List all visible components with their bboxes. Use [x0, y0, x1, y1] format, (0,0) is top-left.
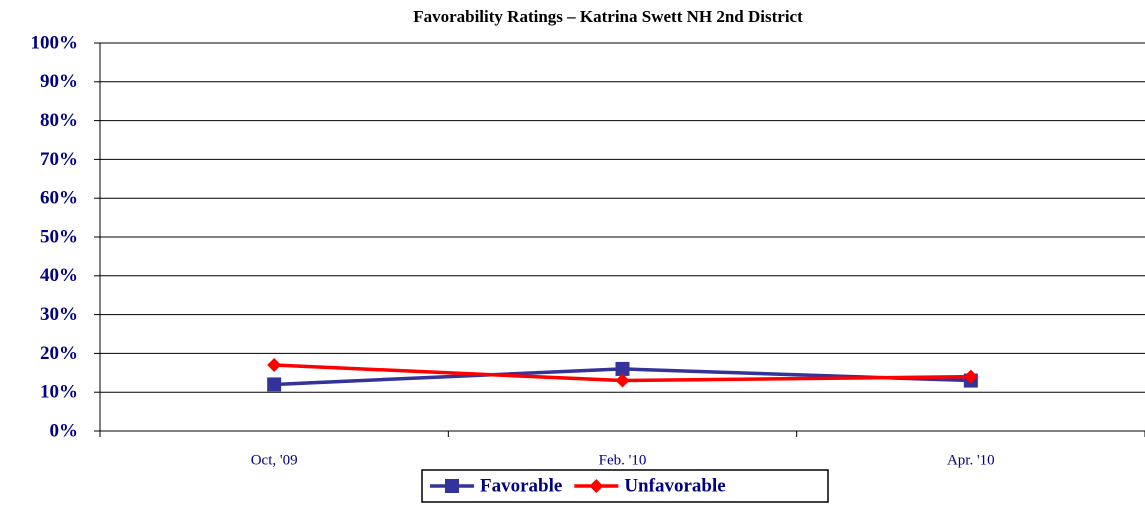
point: [963, 369, 978, 384]
y-tick-label: 30%: [40, 304, 78, 325]
y-tick-label: 20%: [40, 343, 78, 364]
y-tick-label: 70%: [40, 149, 78, 170]
y-tick-label: 10%: [40, 382, 78, 403]
x-tick-label: Feb. '10: [599, 452, 647, 468]
y-tick-label: 90%: [40, 71, 78, 92]
legend-label: Favorable: [480, 475, 562, 496]
legend: [421, 469, 829, 503]
y-tick-label: 100%: [31, 32, 79, 53]
y-tick-label: 80%: [40, 110, 78, 131]
point: [267, 358, 282, 373]
y-tick-label: 0%: [50, 420, 79, 441]
point: [615, 373, 630, 388]
point: [267, 377, 282, 392]
legend-marker: [445, 479, 459, 493]
x-tick-label: Apr. '10: [947, 452, 995, 468]
y-tick-label: 50%: [40, 226, 78, 247]
chart-title: Favorability Ratings – Katrina Swett NH …: [413, 7, 803, 26]
y-tick-label: 40%: [40, 265, 78, 286]
x-tick-label: Oct, '09: [251, 452, 298, 468]
legend-label: Unfavorable: [624, 475, 725, 496]
y-tick-label: 60%: [40, 188, 78, 209]
point: [615, 361, 630, 376]
legend-marker: [589, 479, 604, 493]
